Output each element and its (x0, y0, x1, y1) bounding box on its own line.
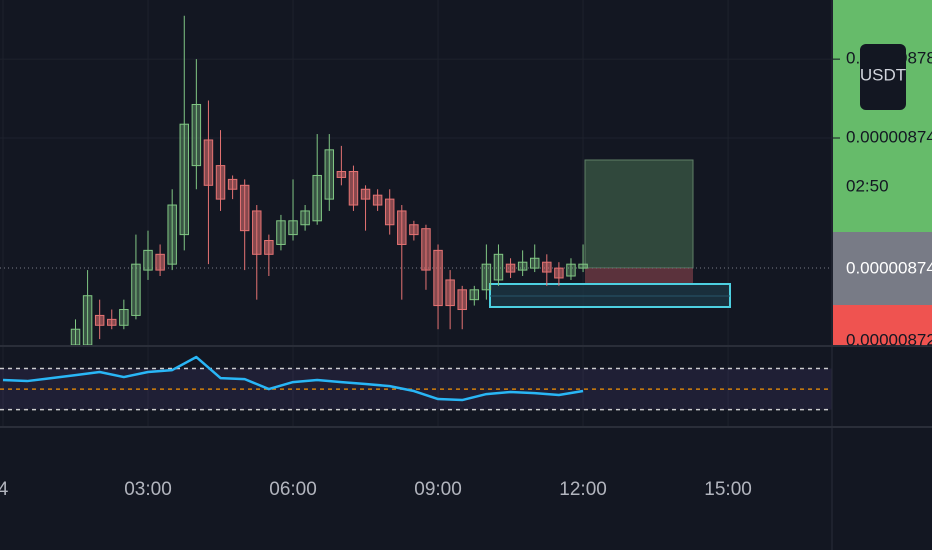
candle-body (143, 249, 153, 271)
candle-body (264, 240, 274, 255)
candle-body (578, 263, 588, 269)
candle-body (360, 188, 371, 200)
candle-body (542, 261, 552, 273)
candle-body (288, 220, 298, 236)
x-tick-label: 15:00 (704, 479, 752, 500)
candle-body (119, 309, 129, 326)
candle-body (554, 267, 564, 279)
candle-body (203, 139, 214, 186)
candle-body (566, 263, 576, 277)
last-price-label: 0.00000874 (846, 258, 932, 277)
price-pane (0, 15, 832, 345)
candle-body (384, 198, 395, 226)
candle-body (252, 210, 262, 255)
loss-zone (585, 268, 693, 284)
currency-badge[interactable] (860, 44, 906, 110)
currency-label: USDT (860, 65, 906, 84)
candle-body (94, 314, 105, 326)
candle-body (215, 165, 226, 200)
x-tick-label: 06:00 (269, 479, 317, 500)
candle-body (82, 295, 93, 345)
x-tick-label: 4 (0, 479, 9, 500)
axis-zone-loss (833, 305, 932, 345)
time-axis: 4 03:00 06:00 09:00 12:00 15:00 (0, 479, 752, 500)
candle-body (481, 263, 492, 291)
x-tick-label: 09:00 (414, 479, 462, 500)
candle-body (300, 210, 310, 226)
rsi-line (2, 355, 584, 402)
candle-body (517, 261, 528, 271)
candle-body (227, 178, 238, 190)
candle-body (348, 171, 359, 206)
candle-body (505, 263, 516, 273)
countdown: 02:50 (846, 176, 889, 195)
candle-body (457, 289, 467, 311)
candle-body (312, 174, 322, 222)
candle-body (421, 228, 431, 271)
candle-body (324, 149, 335, 200)
x-tick-label: 12:00 (559, 479, 607, 500)
candle-body (445, 279, 455, 307)
candle-body (397, 210, 407, 245)
rsi-pane (0, 355, 832, 411)
candle-body (70, 328, 81, 345)
candle-body (372, 194, 383, 206)
candle-body (409, 224, 419, 236)
low-price-label: 0.00000872 (846, 330, 932, 349)
axis-zone-profit (833, 0, 932, 232)
candle-body (529, 257, 540, 269)
candle-body (155, 253, 165, 271)
candle-body (239, 184, 250, 232)
candle-body (167, 204, 177, 265)
axis-zone-last (833, 232, 932, 305)
candle-body (469, 289, 480, 301)
profit-zone (584, 159, 694, 269)
candle-body (191, 103, 202, 167)
x-tick-label: 03:00 (124, 479, 172, 500)
candle-body (131, 263, 141, 316)
candle-body (107, 318, 117, 326)
candle-body (276, 220, 286, 245)
candle-body (179, 123, 189, 236)
candle-body (336, 171, 347, 178)
candle-body (433, 249, 443, 307)
candle-body (493, 253, 504, 281)
y-tick-label: 0.00000874 (846, 127, 932, 146)
